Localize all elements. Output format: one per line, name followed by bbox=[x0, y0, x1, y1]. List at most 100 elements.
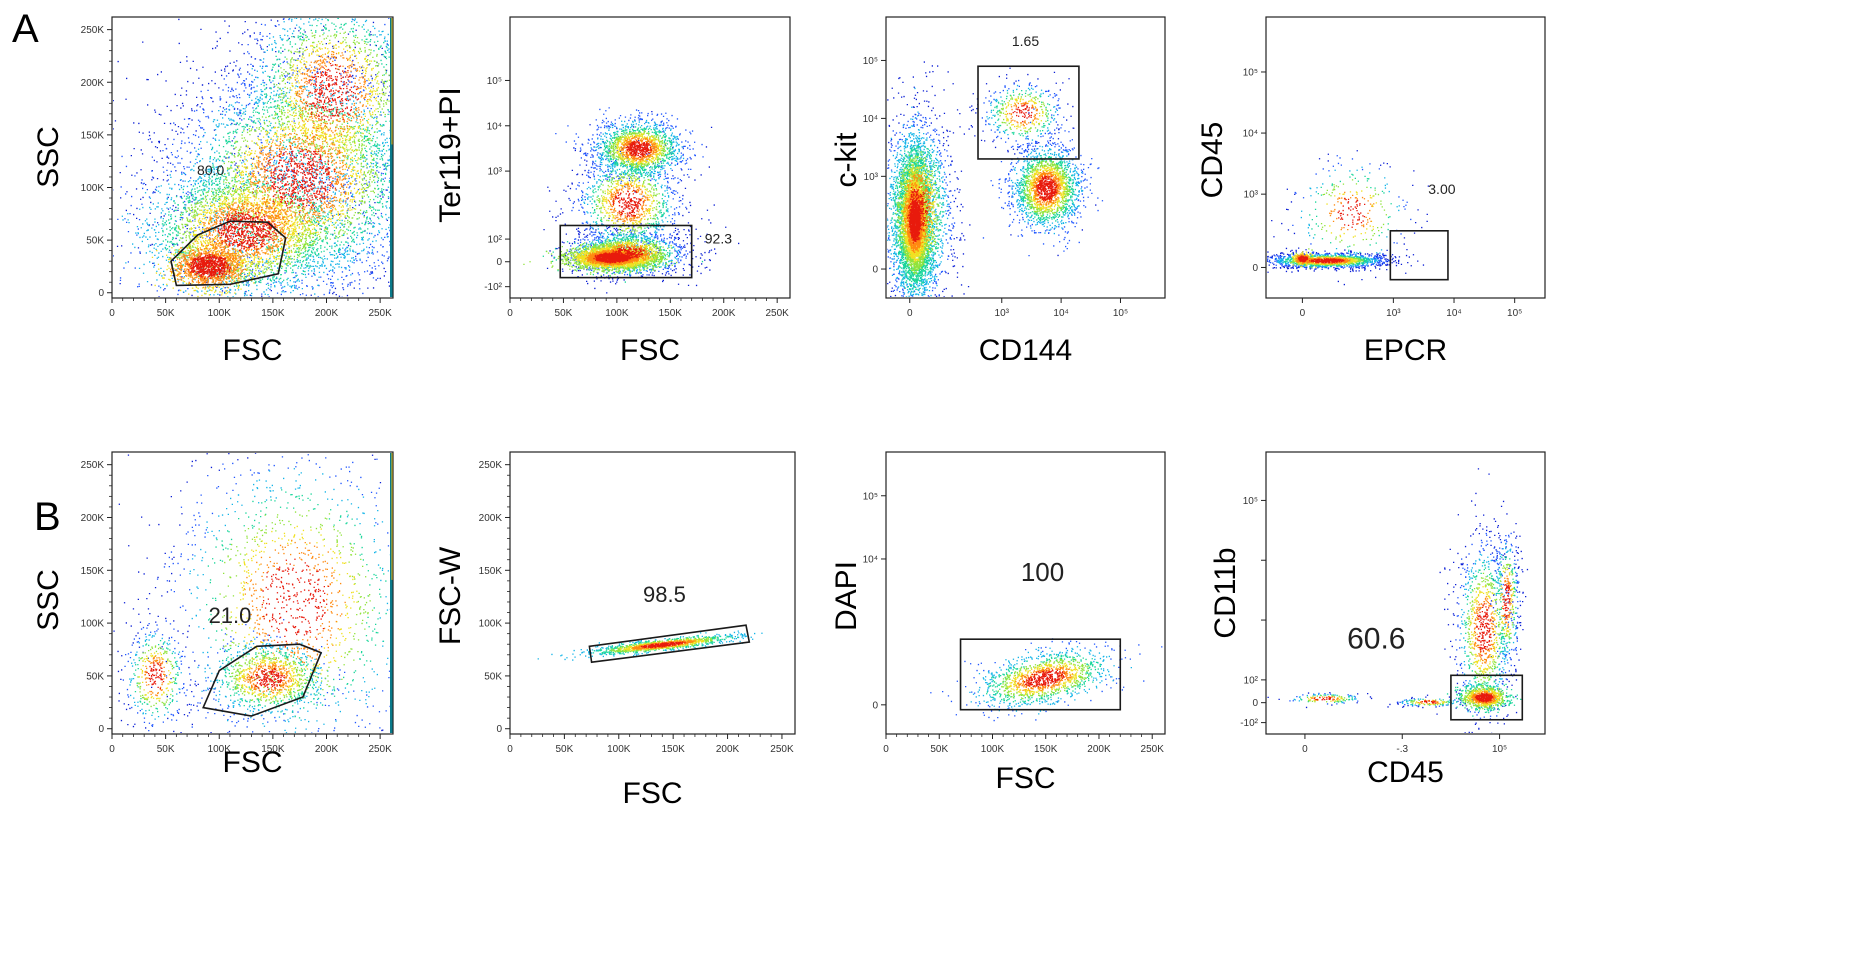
y-axis-title: DAPI bbox=[830, 561, 863, 631]
x-tick-label: 100K bbox=[208, 308, 232, 319]
plot-a4: 0 10³ 10⁴ 10⁵ 0 10³ 10⁴ 10⁵ 3.00 EPCR CD45 bbox=[1196, 16, 1546, 367]
x-tick-label: 100K bbox=[981, 744, 1005, 755]
x-axis-title: FSC bbox=[620, 334, 680, 367]
density-level-6 bbox=[1015, 666, 1074, 692]
y-tick-label: 0 bbox=[872, 265, 878, 276]
gate-percentage: 92.3 bbox=[705, 231, 732, 247]
x-tick-label: 150K bbox=[261, 308, 285, 319]
axis-ticks: 0 -.3 10⁵ -10² 0 10² 10⁵ bbox=[1240, 496, 1507, 755]
x-axis-title: EPCR bbox=[1364, 334, 1447, 367]
x-tick-label: 0 bbox=[883, 744, 889, 755]
event-dots bbox=[113, 453, 392, 733]
density-level-4 bbox=[997, 658, 1090, 700]
y-tick-label: 10³ bbox=[864, 172, 879, 183]
row-b-letter: B bbox=[34, 495, 61, 539]
density-level-7 bbox=[906, 103, 1058, 244]
density-level-2 bbox=[969, 646, 1132, 715]
y-tick-label: 10³ bbox=[488, 167, 503, 178]
axis-ticks: 0 10³ 10⁴ 10⁵ 0 10³ 10⁴ 10⁵ bbox=[863, 56, 1129, 319]
x-tick-label: 150K bbox=[261, 744, 285, 755]
density-level-5 bbox=[620, 639, 705, 652]
y-axis-title: CD11b bbox=[1209, 547, 1242, 638]
y-tick-label: 0 bbox=[98, 288, 104, 299]
y-tick-label: 200K bbox=[479, 513, 503, 524]
gate-percentage: 60.6 bbox=[1347, 623, 1405, 656]
x-tick-label: 200K bbox=[712, 308, 736, 319]
gate-rectangle bbox=[559, 224, 693, 279]
density-level-7 bbox=[1024, 669, 1065, 688]
density-level-4 bbox=[609, 636, 717, 653]
x-tick-label: 250K bbox=[765, 308, 789, 319]
x-tick-label: 0 bbox=[507, 308, 513, 319]
plot-frame bbox=[1265, 16, 1546, 299]
x-tick-label: 10³ bbox=[1386, 308, 1401, 319]
x-tick-label: 0 bbox=[1302, 744, 1308, 755]
plot-a1: 0 50K 100K 150K 200K 250K 0 50K 100K 150K 200K 250K… bbox=[32, 16, 394, 367]
x-tick-label: 50K bbox=[157, 308, 175, 319]
event-dots bbox=[113, 18, 392, 297]
y-tick-label: 0 bbox=[98, 724, 104, 735]
plot-frame bbox=[111, 16, 394, 299]
event-dots bbox=[1267, 468, 1529, 733]
plot-b3: 0 50K 100K 150K 200K 250K 0 10⁴ 10⁵ 100 FSC DAPI bbox=[830, 451, 1166, 795]
x-tick-label: 200K bbox=[1087, 744, 1111, 755]
density-level-2 bbox=[1275, 166, 1400, 268]
density-level-5 bbox=[573, 133, 663, 269]
y-tick-label: 10² bbox=[1244, 675, 1259, 686]
density-level-4 bbox=[177, 31, 391, 277]
density-level-3 bbox=[592, 634, 739, 655]
y-tick-label: 10⁴ bbox=[1243, 129, 1258, 140]
y-axis-title: c-kit bbox=[830, 132, 863, 188]
y-tick-label: 10⁵ bbox=[863, 491, 878, 502]
axis-ticks: 0 50K 100K 150K 200K 250K -10² 0 10² 10³ 10⁴ 10⁵ bbox=[484, 76, 789, 319]
gate-percentage: 98.5 bbox=[643, 582, 686, 607]
x-tick-label: 50K bbox=[157, 744, 175, 755]
offscale-strip bbox=[390, 18, 393, 297]
gate-rectangle bbox=[959, 638, 1122, 711]
density-level-3 bbox=[161, 18, 392, 287]
x-tick-label: 250K bbox=[368, 308, 392, 319]
plot-a3: 0 10³ 10⁴ 10⁵ 0 10³ 10⁴ 10⁵ 1.65 CD144 c-kit bbox=[830, 16, 1166, 367]
gate-percentage: 1.65 bbox=[1012, 33, 1039, 49]
x-tick-label: 150K bbox=[661, 744, 685, 755]
event-dots bbox=[930, 638, 1163, 722]
density-level-0 bbox=[113, 18, 392, 297]
gate-percentage: 80.0 bbox=[197, 162, 224, 178]
y-tick-label: -10² bbox=[1240, 718, 1258, 729]
x-tick-label: -.3 bbox=[1396, 744, 1408, 755]
x-tick-label: 150K bbox=[1034, 744, 1058, 755]
plot-frame bbox=[111, 451, 394, 735]
y-tick-label: 200K bbox=[81, 513, 105, 524]
x-tick-label: 10⁴ bbox=[1446, 308, 1461, 319]
y-tick-label: 0 bbox=[496, 724, 502, 735]
y-tick-label: 10⁵ bbox=[1243, 496, 1258, 507]
x-axis-title: FSC bbox=[223, 746, 283, 779]
y-tick-label: -10² bbox=[484, 282, 502, 293]
y-axis-title: SSC bbox=[32, 569, 65, 631]
gate-percentage: 3.00 bbox=[1428, 181, 1455, 197]
y-tick-label: 0 bbox=[1252, 263, 1258, 274]
offscale-strip-high bbox=[391, 453, 393, 580]
density-level-7 bbox=[1298, 197, 1366, 264]
y-axis-title: Ter119+PI bbox=[434, 87, 467, 222]
plot-grid: 0 50K 100K 150K 200K 250K 0 50K 100K 150K 200K 250K… bbox=[32, 16, 1546, 810]
density-level-5 bbox=[1007, 662, 1080, 696]
x-tick-label: 0 bbox=[507, 744, 513, 755]
density-level-1 bbox=[555, 107, 704, 277]
x-tick-label: 10⁵ bbox=[1507, 308, 1522, 319]
x-tick-label: 250K bbox=[368, 744, 392, 755]
event-dots bbox=[523, 107, 740, 294]
density-level-1 bbox=[887, 79, 1104, 297]
y-tick-label: 10⁵ bbox=[863, 56, 878, 67]
density-level-7 bbox=[593, 140, 653, 264]
x-tick-label: 50K bbox=[555, 308, 573, 319]
y-axis-title: CD45 bbox=[1196, 122, 1229, 199]
density-level-7 bbox=[186, 63, 360, 280]
x-tick-label: 10⁵ bbox=[1492, 744, 1507, 755]
x-tick-label: 0 bbox=[907, 308, 913, 319]
gate-rectangle bbox=[1450, 674, 1524, 721]
y-tick-label: 10⁴ bbox=[863, 554, 878, 565]
y-tick-label: 100K bbox=[479, 619, 503, 630]
x-tick-label: 150K bbox=[659, 308, 683, 319]
